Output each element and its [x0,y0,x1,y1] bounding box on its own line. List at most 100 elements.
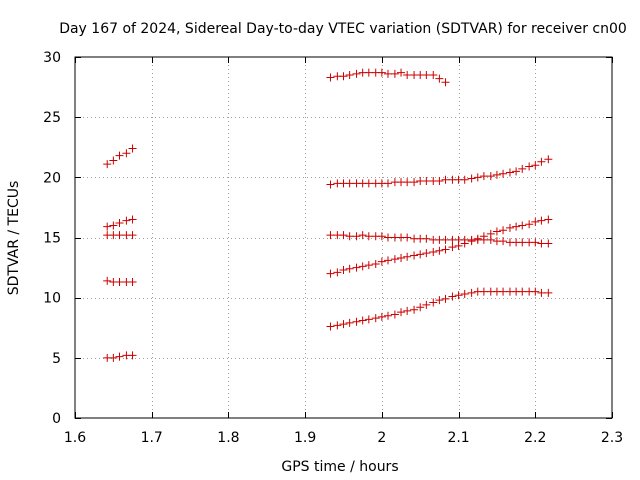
x-tick-label: 1.7 [141,430,163,446]
data-point [403,252,412,261]
y-tick-label: 20 [43,170,61,186]
data-point [103,276,112,285]
data-point [479,172,488,181]
data-point [364,179,373,188]
data-point [403,178,412,187]
chart-title: Day 167 of 2024, Sidereal Day-to-day VTE… [59,21,627,37]
data-point [115,278,124,287]
x-axis-label: GPS time / hours [281,459,398,475]
data-point [115,352,124,361]
data-point [479,235,488,244]
y-tick-label: 5 [52,351,61,367]
data-point [128,215,137,224]
data-point [544,155,553,164]
x-tick-label: 1.6 [64,430,86,446]
data-point [454,291,463,300]
series-s10 [326,155,553,189]
x-tick-label: 2.3 [601,430,623,446]
x-tick-label: 2 [377,430,386,446]
data-point [326,322,335,331]
data-point [377,68,386,77]
x-tick-label: 2.1 [447,430,469,446]
data-point [429,298,438,307]
series-s4 [103,215,137,231]
data-point [352,232,361,241]
data-point [531,217,540,226]
data-point [416,250,425,259]
data-point [109,156,118,165]
data-point [435,74,444,83]
y-axis-label: SDTVAR / TECUs [6,181,22,296]
y-tick-label: 0 [52,411,61,427]
data-point [345,318,354,327]
data-point [345,264,354,273]
data-point [371,314,380,323]
data-point [383,233,392,242]
data-point [460,175,469,184]
data-point [435,246,444,255]
data-point [377,257,386,266]
series-s5 [103,144,137,169]
data-point [499,226,508,235]
data-point [448,243,457,252]
data-point [492,170,501,179]
data-point [486,172,495,181]
data-point [531,287,540,296]
data-point [479,287,488,296]
data-point [518,164,527,173]
data-point [352,317,361,326]
data-point [364,315,373,324]
data-point [345,71,354,80]
data-point [339,72,348,81]
series-s2 [103,276,137,287]
data-point [473,173,482,182]
data-point [518,287,527,296]
data-point [390,255,399,264]
series-s1 [103,351,137,362]
data-point [371,259,380,268]
data-point [544,239,553,248]
data-point [422,234,431,243]
data-point [544,215,553,224]
data-point [410,305,419,314]
data-point [486,235,495,244]
data-point [397,68,406,77]
data-point [492,227,501,236]
data-point [358,262,367,271]
data-point [397,253,406,262]
y-tick-label: 10 [43,291,61,307]
data-point [339,320,348,329]
data-point [537,216,546,225]
data-point [403,71,412,80]
data-point [377,232,386,241]
data-point [364,261,373,270]
y-tick-label: 30 [43,50,61,66]
data-point [128,144,137,153]
data-point [448,292,457,301]
data-point [390,310,399,319]
plot-border [74,56,613,419]
data-point [499,287,508,296]
data-point [390,69,399,78]
data-point [358,316,367,325]
series-s6 [326,68,450,87]
x-tick-labels: 1.6 1.7 1.8 1.9 2 2.1 2.2 2.3 [64,430,623,446]
data-point [352,263,361,272]
data-point [128,351,137,360]
data-point [326,231,335,240]
data-point [339,231,348,240]
series-s3 [103,231,137,240]
data-point [460,235,469,244]
data-point [410,251,419,260]
data-point [115,151,124,160]
data-point [441,78,450,87]
data-point [383,311,392,320]
data-point [531,238,540,247]
data-point [525,162,534,171]
data-point [352,69,361,78]
series-s7 [326,287,553,331]
series-s9 [326,231,553,248]
data-point [383,179,392,188]
